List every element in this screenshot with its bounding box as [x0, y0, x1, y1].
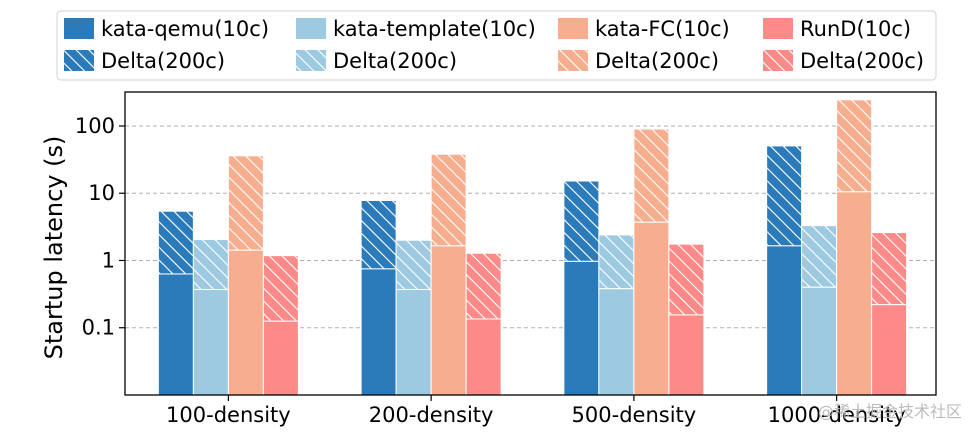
bar-delta-0-3	[766, 145, 803, 247]
legend-swatch-delta-0	[64, 50, 94, 71]
legend-label-base-0: kata-qemu(10c)	[101, 17, 269, 41]
legend-swatch-delta-3	[763, 50, 793, 71]
bar-base-2-2	[633, 221, 670, 396]
plot-frame	[124, 91, 937, 396]
y-tick-label: 0.1	[82, 316, 115, 340]
bar-base-2-1	[430, 245, 467, 396]
x-tick-label: 200-density	[369, 403, 494, 427]
legend-swatch-delta-1	[296, 50, 326, 71]
bar-base-3-1	[465, 318, 502, 396]
x-tick-label: 500-density	[572, 403, 697, 427]
bar-delta-3-0	[262, 255, 299, 322]
bar-base-2-0	[227, 249, 264, 396]
bar-base-0-2	[563, 260, 600, 396]
bar-base-3-3	[871, 304, 908, 396]
bar-delta-3-3	[871, 232, 908, 306]
legend-label-base-1: kata-template(10c)	[333, 17, 536, 41]
bar-base-0-1	[360, 268, 397, 396]
bar-delta-1-1	[395, 239, 432, 291]
legend-label-delta-1: Delta(200c)	[333, 49, 457, 73]
watermark-text: @稀土掘金技术社区	[818, 402, 962, 421]
legend-label-delta-2: Delta(200c)	[595, 49, 719, 73]
y-tick-label: 10	[88, 181, 115, 205]
legend-label-delta-0: Delta(200c)	[101, 49, 225, 73]
legend-swatch-base-2	[558, 18, 588, 39]
bar-base-1-0	[192, 289, 229, 396]
bar-delta-0-1	[360, 199, 397, 270]
legend-swatch-base-3	[763, 18, 793, 39]
bar-base-1-2	[598, 288, 635, 396]
bar-delta-0-2	[563, 180, 600, 262]
bar-base-3-0	[262, 320, 299, 396]
bar-delta-2-1	[430, 153, 467, 247]
bar-base-0-3	[766, 245, 803, 396]
y-tick-label: 100	[75, 114, 115, 138]
bar-delta-3-1	[465, 252, 502, 320]
x-tick-label: 100-density	[166, 403, 291, 427]
legend-swatch-base-1	[296, 18, 326, 39]
y-axis-label: Startup latency (s)	[40, 136, 68, 360]
bar-base-3-2	[668, 314, 705, 396]
bar-base-1-1	[395, 289, 432, 396]
legend-swatch-delta-2	[558, 50, 588, 71]
bar-delta-3-2	[668, 243, 705, 316]
bar-base-1-3	[801, 286, 838, 396]
bar-base-0-0	[157, 273, 194, 396]
bar-delta-2-2	[633, 128, 670, 223]
x-tick-label: 1000-density	[768, 403, 906, 427]
bar-base-2-3	[836, 191, 873, 396]
legend-swatch-base-0	[64, 18, 94, 39]
bar-delta-0-0	[157, 210, 194, 275]
bar-delta-1-3	[801, 225, 838, 288]
bar-delta-2-3	[836, 99, 873, 193]
bar-delta-1-2	[598, 234, 635, 290]
legend-label-delta-3: Delta(200c)	[800, 49, 924, 73]
legend-box	[56, 10, 937, 81]
legend-label-base-2: kata-FC(10c)	[595, 17, 730, 41]
bar-delta-1-0	[192, 239, 229, 291]
bar-delta-2-0	[227, 155, 264, 251]
y-tick-label: 1	[102, 248, 115, 272]
legend-label-base-3: RunD(10c)	[800, 17, 911, 41]
